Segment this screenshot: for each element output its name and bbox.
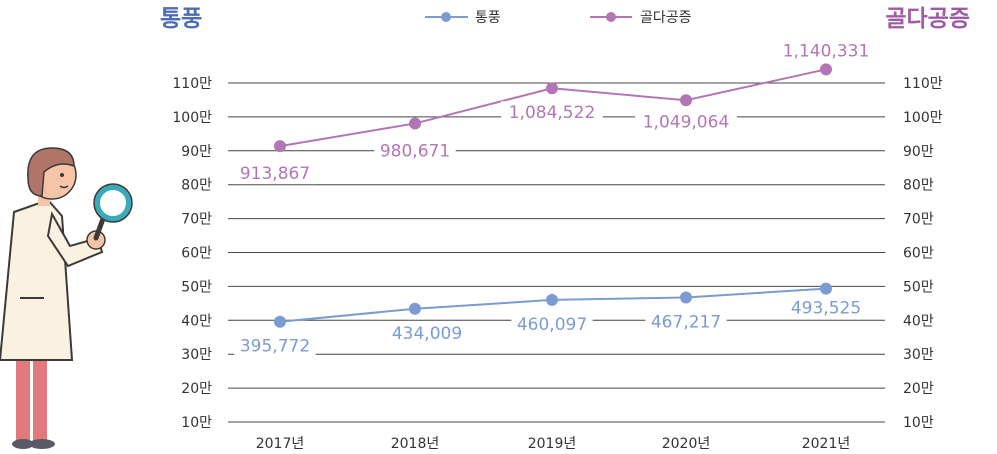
data-point <box>274 315 286 328</box>
y-tick-label-right: 50만 <box>903 279 934 295</box>
y-tick-label-right: 60만 <box>903 246 934 262</box>
data-label-bg <box>645 310 727 333</box>
data-label-bg <box>635 110 737 133</box>
data-label-bg <box>775 39 877 62</box>
magnifier-icon <box>94 184 132 222</box>
data-point <box>274 140 286 153</box>
y-tick-label-left: 10만 <box>181 415 212 431</box>
data-label-bg <box>501 101 603 124</box>
data-label: 467,217 <box>651 313 721 333</box>
y-tick-label-right: 20만 <box>903 381 934 397</box>
data-point <box>409 302 421 315</box>
y-tick-label-left: 90만 <box>181 144 212 160</box>
y-tick-label-left: 40만 <box>181 313 212 329</box>
y-tick-label-right: 110만 <box>903 76 943 92</box>
y-tick-label-left: 60만 <box>181 246 212 262</box>
y-tick-label-left: 70만 <box>181 212 212 228</box>
right-leg <box>33 352 47 442</box>
data-label: 493,525 <box>791 299 861 319</box>
data-label: 395,772 <box>240 337 310 357</box>
y-tick-label-left: 80만 <box>181 178 212 194</box>
data-label: 434,009 <box>392 324 462 344</box>
y-tick-label-right: 30만 <box>903 347 934 363</box>
legend: 통풍 골다공증 <box>425 10 692 26</box>
grid <box>228 82 885 423</box>
data-label-bg <box>234 162 316 185</box>
y-tick-label-left: 30만 <box>181 347 212 363</box>
y-tick-label-right: 80만 <box>903 178 934 194</box>
legend-item-tonpung: 통풍 <box>425 10 501 26</box>
series-golda: 913,867 980,671 1,084,522 1,049,064 1,140,33… <box>234 39 877 185</box>
y-tick-label-left: 50만 <box>181 279 212 295</box>
y-axis-left: 10만 20만 30만 40만 50만 60만 70만 80만 90만 100만 110만 <box>172 76 212 431</box>
legend-item-golda: 골다공증 <box>590 10 692 26</box>
data-point <box>820 282 832 295</box>
series-layer: 395,772 434,009 460,097 467,217 493,525 913,8… <box>234 39 877 357</box>
hair <box>27 147 75 197</box>
data-label: 1,049,064 <box>643 112 730 132</box>
data-label-bg <box>374 139 456 162</box>
data-point <box>820 63 832 76</box>
x-tick-label: 2018년 <box>391 436 440 452</box>
data-label-bg <box>386 321 468 344</box>
legend-label-golda: 골다공증 <box>640 10 692 26</box>
data-label-bg <box>234 334 316 357</box>
left-leg <box>16 352 30 442</box>
left-shoe <box>12 439 34 449</box>
y-tick-label-right: 100만 <box>903 110 943 126</box>
data-point <box>546 82 558 95</box>
right-axis-title: 골다공증 <box>885 6 970 32</box>
x-tick-label: 2020년 <box>662 436 711 452</box>
data-point <box>680 94 692 107</box>
y-axis-right: 10만 20만 30만 40만 50만 60만 70만 80만 90만 100만 110만 <box>903 76 943 431</box>
y-tick-label-right: 70만 <box>903 212 934 228</box>
x-axis: 2017년 2018년 2019년 2020년 2021년 <box>256 436 851 452</box>
y-tick-label-right: 10만 <box>903 415 934 431</box>
x-tick-label: 2019년 <box>528 436 577 452</box>
series-tonpung: 395,772 434,009 460,097 467,217 493,525 <box>234 282 867 357</box>
data-label: 980,671 <box>380 141 450 161</box>
arm <box>46 211 104 268</box>
y-tick-label-left: 100만 <box>172 110 212 126</box>
data-point <box>409 117 421 130</box>
y-tick-label-right: 90만 <box>903 144 934 160</box>
lab-coat <box>0 198 74 361</box>
y-tick-label-left: 20만 <box>181 381 212 397</box>
left-axis-title: 통풍 <box>160 6 202 32</box>
right-shoe <box>29 439 55 449</box>
researcher-illustration <box>0 147 133 449</box>
data-label: 1,140,331 <box>783 41 870 61</box>
data-label: 460,097 <box>517 315 587 335</box>
data-label-bg <box>785 296 867 319</box>
data-point <box>546 293 558 306</box>
data-point <box>680 291 692 304</box>
data-label-bg <box>511 312 593 335</box>
x-tick-label: 2021년 <box>802 436 851 452</box>
legend-label-tonpung: 통풍 <box>475 10 501 26</box>
data-label: 913,867 <box>240 164 310 184</box>
data-label: 1,084,522 <box>509 103 596 123</box>
y-tick-label-right: 40만 <box>903 313 934 329</box>
y-tick-label-left: 110만 <box>172 76 212 92</box>
x-tick-label: 2017년 <box>256 436 305 452</box>
